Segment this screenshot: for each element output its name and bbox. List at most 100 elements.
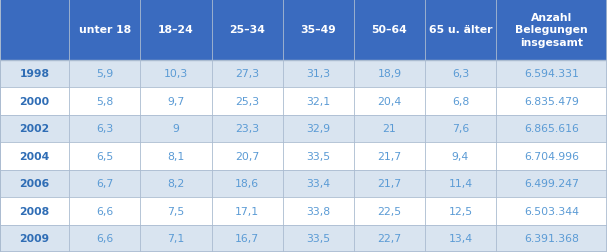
Bar bbox=[69, 170, 140, 197]
Bar bbox=[496, 60, 607, 88]
Bar bbox=[0, 0, 69, 60]
Bar bbox=[140, 88, 212, 115]
Bar bbox=[425, 170, 496, 197]
Text: 23,3: 23,3 bbox=[235, 124, 259, 134]
Text: 6.865.616: 6.865.616 bbox=[524, 124, 579, 134]
Bar bbox=[425, 0, 496, 60]
Text: 6.503.344: 6.503.344 bbox=[524, 206, 579, 216]
Bar bbox=[354, 60, 425, 88]
Text: 1998: 1998 bbox=[19, 69, 50, 79]
Text: 6.391.368: 6.391.368 bbox=[524, 233, 579, 243]
Bar bbox=[0, 225, 69, 252]
Text: 35–49: 35–49 bbox=[300, 25, 336, 35]
Text: 9: 9 bbox=[172, 124, 180, 134]
Text: 6,3: 6,3 bbox=[452, 69, 469, 79]
Bar bbox=[425, 197, 496, 225]
Text: 11,4: 11,4 bbox=[449, 179, 472, 188]
Bar bbox=[0, 143, 69, 170]
Bar bbox=[0, 60, 69, 88]
Bar bbox=[0, 170, 69, 197]
Bar bbox=[69, 197, 140, 225]
Text: 27,3: 27,3 bbox=[235, 69, 259, 79]
Text: 25–34: 25–34 bbox=[229, 25, 265, 35]
Bar bbox=[354, 143, 425, 170]
Bar bbox=[212, 143, 283, 170]
Text: 7,5: 7,5 bbox=[168, 206, 185, 216]
Bar bbox=[0, 88, 69, 115]
Bar bbox=[354, 115, 425, 143]
Bar bbox=[69, 0, 140, 60]
Bar bbox=[212, 88, 283, 115]
Bar bbox=[496, 143, 607, 170]
Bar bbox=[354, 88, 425, 115]
Bar bbox=[69, 143, 140, 170]
Bar bbox=[354, 170, 425, 197]
Text: 21,7: 21,7 bbox=[378, 179, 401, 188]
Bar bbox=[283, 88, 354, 115]
Bar bbox=[496, 225, 607, 252]
Text: 22,5: 22,5 bbox=[378, 206, 401, 216]
Text: 13,4: 13,4 bbox=[449, 233, 472, 243]
Text: 16,7: 16,7 bbox=[235, 233, 259, 243]
Bar bbox=[283, 170, 354, 197]
Text: 18–24: 18–24 bbox=[158, 25, 194, 35]
Bar bbox=[496, 0, 607, 60]
Bar bbox=[212, 225, 283, 252]
Bar bbox=[496, 197, 607, 225]
Text: Anzahl
Belegungen
insgesamt: Anzahl Belegungen insgesamt bbox=[515, 13, 588, 48]
Bar bbox=[425, 60, 496, 88]
Text: 6,3: 6,3 bbox=[97, 124, 114, 134]
Text: 33,5: 33,5 bbox=[306, 233, 330, 243]
Text: 31,3: 31,3 bbox=[306, 69, 330, 79]
Text: 7,1: 7,1 bbox=[168, 233, 185, 243]
Text: 6,8: 6,8 bbox=[452, 97, 469, 107]
Text: 20,7: 20,7 bbox=[235, 151, 259, 161]
Bar bbox=[140, 197, 212, 225]
Text: 32,1: 32,1 bbox=[306, 97, 330, 107]
Bar bbox=[0, 197, 69, 225]
Bar bbox=[69, 60, 140, 88]
Bar bbox=[354, 0, 425, 60]
Bar bbox=[283, 225, 354, 252]
Text: 18,6: 18,6 bbox=[235, 179, 259, 188]
Bar bbox=[140, 60, 212, 88]
Text: 2008: 2008 bbox=[19, 206, 50, 216]
Text: 21,7: 21,7 bbox=[378, 151, 401, 161]
Bar bbox=[212, 170, 283, 197]
Text: 5,8: 5,8 bbox=[97, 97, 114, 107]
Bar bbox=[425, 225, 496, 252]
Bar bbox=[283, 115, 354, 143]
Text: 6,6: 6,6 bbox=[97, 206, 114, 216]
Bar bbox=[69, 88, 140, 115]
Text: 2002: 2002 bbox=[19, 124, 50, 134]
Bar bbox=[425, 143, 496, 170]
Text: 12,5: 12,5 bbox=[449, 206, 472, 216]
Text: 6.594.331: 6.594.331 bbox=[524, 69, 579, 79]
Bar bbox=[283, 0, 354, 60]
Text: 22,7: 22,7 bbox=[378, 233, 401, 243]
Text: 50–64: 50–64 bbox=[371, 25, 407, 35]
Text: 2004: 2004 bbox=[19, 151, 50, 161]
Text: 18,9: 18,9 bbox=[378, 69, 401, 79]
Text: 2000: 2000 bbox=[19, 97, 50, 107]
Text: 32,9: 32,9 bbox=[306, 124, 330, 134]
Text: 8,1: 8,1 bbox=[168, 151, 185, 161]
Bar bbox=[212, 115, 283, 143]
Bar bbox=[496, 88, 607, 115]
Bar bbox=[425, 88, 496, 115]
Text: unter 18: unter 18 bbox=[79, 25, 131, 35]
Bar bbox=[69, 115, 140, 143]
Text: 6.835.479: 6.835.479 bbox=[524, 97, 579, 107]
Bar bbox=[212, 60, 283, 88]
Bar bbox=[496, 170, 607, 197]
Bar bbox=[140, 170, 212, 197]
Text: 9,7: 9,7 bbox=[168, 97, 185, 107]
Text: 9,4: 9,4 bbox=[452, 151, 469, 161]
Text: 7,6: 7,6 bbox=[452, 124, 469, 134]
Text: 5,9: 5,9 bbox=[97, 69, 114, 79]
Bar bbox=[354, 225, 425, 252]
Text: 10,3: 10,3 bbox=[164, 69, 188, 79]
Text: 6.704.996: 6.704.996 bbox=[524, 151, 579, 161]
Text: 2006: 2006 bbox=[19, 179, 50, 188]
Bar bbox=[140, 143, 212, 170]
